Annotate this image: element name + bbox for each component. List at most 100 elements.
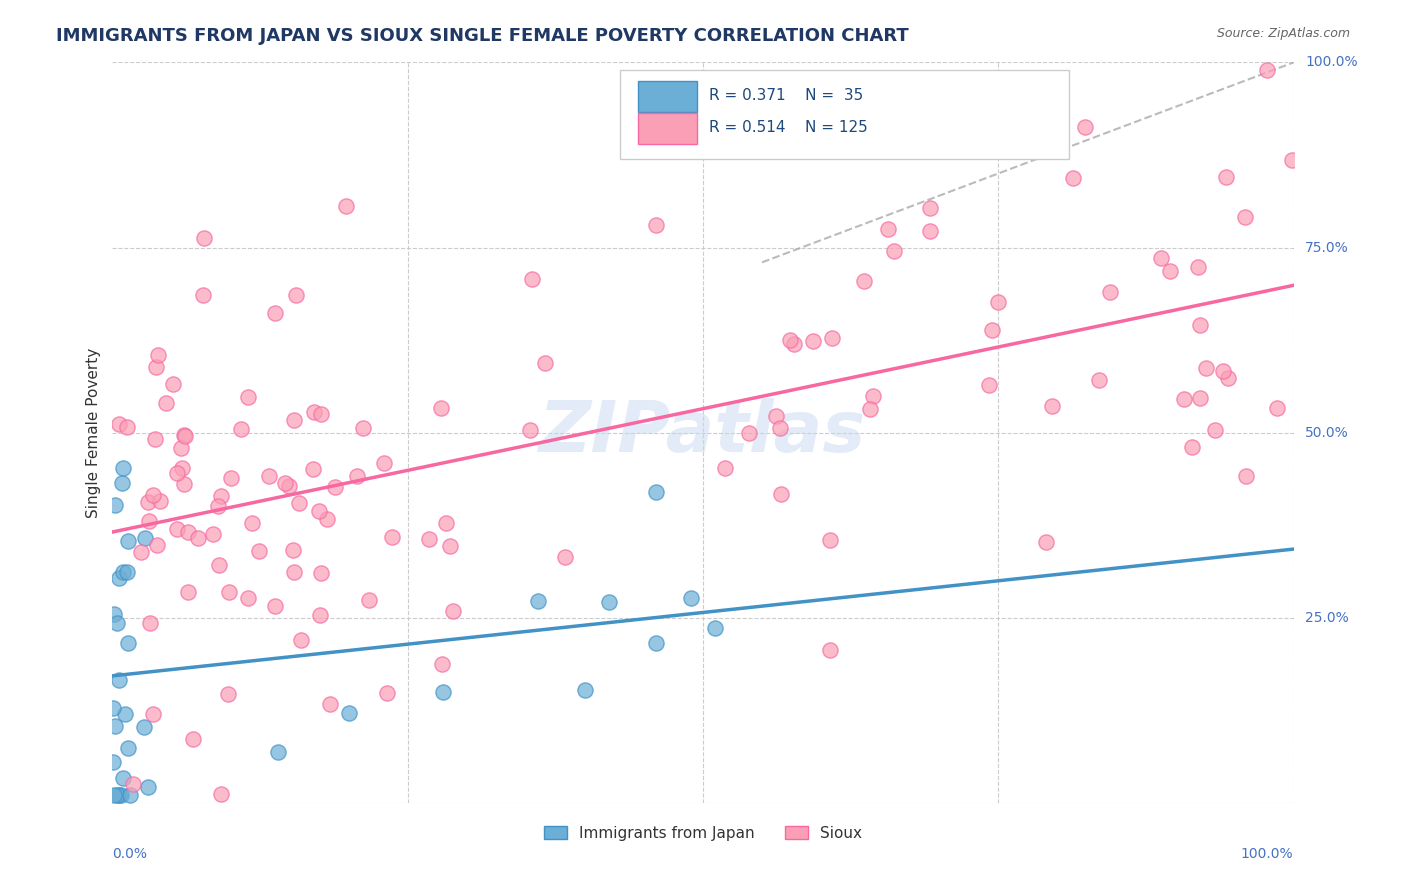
Point [1098,285,1121,299]
Point [703,621,725,635]
Point [218,585,240,599]
Point [308,504,330,518]
Point [111,476,134,491]
Point [217,687,239,701]
Point [283,543,305,558]
Point [302,405,325,419]
Point [138,514,160,528]
Point [918,201,941,215]
Point [432,685,454,699]
Point [1074,120,1097,134]
Point [288,496,311,510]
Point [118,789,141,803]
Point [977,378,1000,392]
Text: 0.0%: 0.0% [112,847,148,861]
Text: 100.0%: 100.0% [1305,55,1358,70]
Point [981,322,1004,336]
Point [162,377,184,392]
Point [1234,469,1257,483]
Point [316,512,339,526]
Y-axis label: Single Female Poverty: Single Female Poverty [86,348,101,517]
Point [434,516,457,530]
Point [1212,364,1234,378]
Point [103,607,125,621]
Point [146,538,169,552]
Point [309,407,332,421]
Point [274,476,297,491]
Point [346,469,368,483]
Point [783,337,806,351]
Point [170,460,193,475]
Point [240,516,263,531]
Point [820,331,842,345]
Point [193,231,215,245]
Point [644,484,666,499]
FancyBboxPatch shape [620,70,1069,159]
Point [115,420,138,434]
Point [143,432,166,446]
Point [818,533,841,547]
Point [357,592,380,607]
Point [263,599,285,613]
Point [1265,401,1288,416]
Point [1159,264,1181,278]
Text: 75.0%: 75.0% [1305,241,1350,254]
Point [768,420,790,434]
Point [209,490,232,504]
Point [801,334,824,348]
Point [117,741,139,756]
Text: IMMIGRANTS FROM JAPAN VS SIOUX SINGLE FEMALE POVERTY CORRELATION CHART: IMMIGRANTS FROM JAPAN VS SIOUX SINGLE FE… [56,27,910,45]
Point [373,456,395,470]
Point [115,565,138,579]
Point [283,412,305,426]
Point [519,423,541,437]
Point [862,389,884,403]
Point [105,616,128,631]
Point [309,607,332,622]
Point [1173,392,1195,406]
Point [136,780,159,794]
Point [859,402,882,417]
Point [110,789,132,803]
Point [533,355,555,369]
Text: R = 0.514    N = 125: R = 0.514 N = 125 [709,120,868,135]
Point [104,498,127,512]
Point [352,420,374,434]
Point [430,401,453,416]
Point [714,461,737,475]
Point [122,777,145,791]
Point [441,604,464,618]
Point [381,530,404,544]
Point [108,571,131,585]
Point [105,789,128,803]
Point [236,591,259,606]
Point [264,305,287,319]
Point [103,789,125,803]
Point [208,558,231,572]
Point [173,476,195,491]
Point [136,495,159,509]
Point [114,707,136,722]
Point [169,441,191,455]
Point [278,479,301,493]
Point [174,429,197,443]
Point [1281,153,1303,168]
Point [522,272,544,286]
Point [645,218,668,232]
Point [142,487,165,501]
Point [177,585,200,599]
Point [883,244,905,259]
FancyBboxPatch shape [638,112,697,144]
Point [1188,318,1211,332]
Point [1233,210,1256,224]
Point [283,565,305,579]
Point [202,527,225,541]
Point [337,706,360,721]
Point [1181,440,1204,454]
Point [323,480,346,494]
Point [173,427,195,442]
Point [1195,360,1218,375]
Point [335,199,357,213]
Point [418,532,440,546]
Point [149,494,172,508]
